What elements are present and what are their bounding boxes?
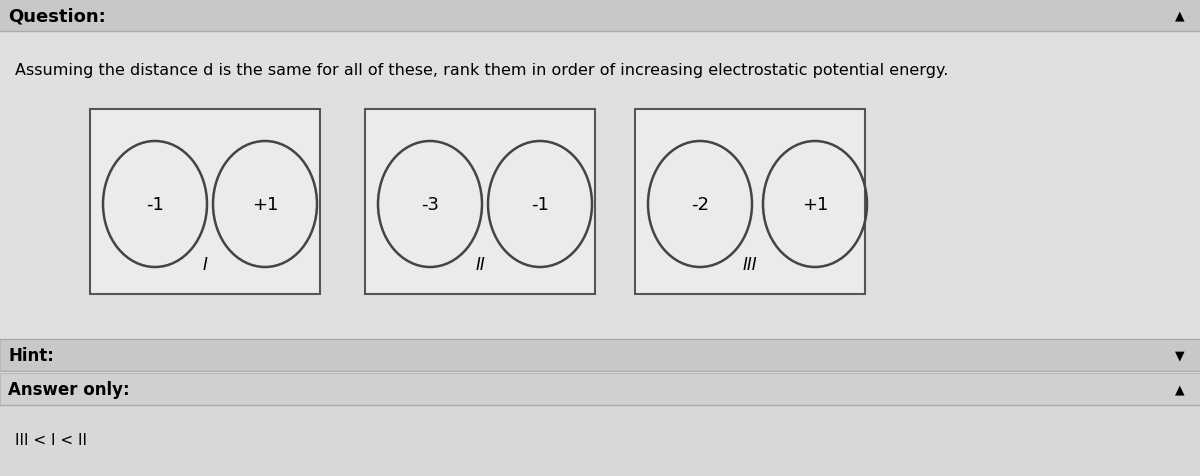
Text: Hint:: Hint: (8, 346, 54, 364)
Text: Assuming the distance d is the same for all of these, rank them in order of incr: Assuming the distance d is the same for … (16, 62, 948, 77)
Text: Answer only:: Answer only: (8, 380, 130, 398)
Text: -1: -1 (146, 196, 164, 214)
Text: I: I (203, 256, 208, 273)
Text: Question:: Question: (8, 7, 106, 25)
Text: -3: -3 (421, 196, 439, 214)
Text: +1: +1 (252, 196, 278, 214)
Bar (635, 110, 865, 294)
Bar (90, 110, 320, 294)
Text: III: III (743, 256, 757, 273)
Bar (0, 373, 1200, 405)
Bar (0, 405, 1200, 476)
Bar (0, 0, 1200, 32)
Text: +1: +1 (802, 196, 828, 214)
Text: ▲: ▲ (1175, 383, 1184, 396)
Text: ▲: ▲ (1175, 10, 1184, 22)
Text: III < I < II: III < I < II (16, 433, 88, 447)
Text: II: II (475, 256, 485, 273)
Text: ▼: ▼ (1175, 349, 1184, 362)
Bar (365, 110, 595, 294)
Text: -2: -2 (691, 196, 709, 214)
Bar (0, 339, 1200, 371)
Text: -1: -1 (532, 196, 548, 214)
Bar (0, 32, 1200, 339)
